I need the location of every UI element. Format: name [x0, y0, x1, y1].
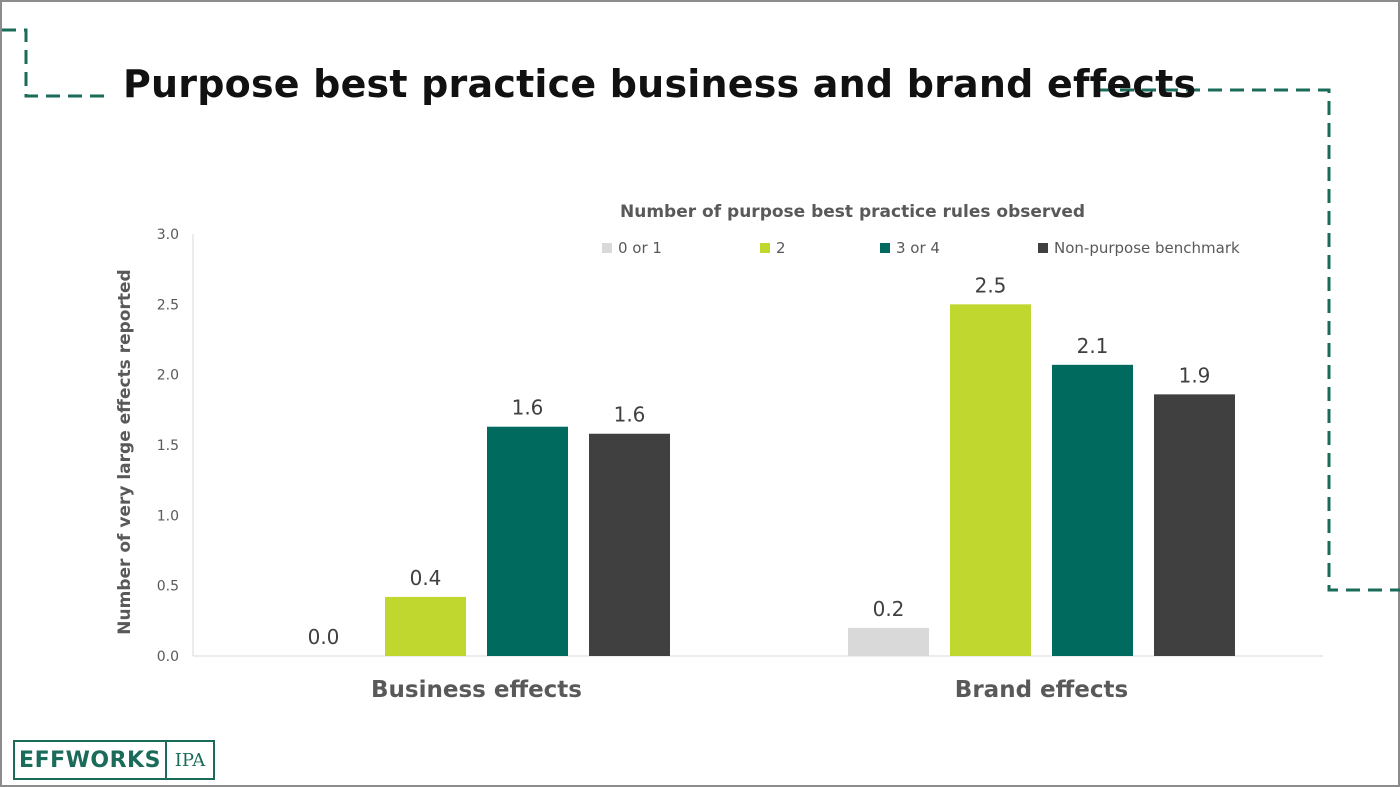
legend-label: 0 or 1: [618, 239, 662, 257]
effworks-ipa-logo: EFFWORKS IPA: [13, 740, 215, 780]
data-label: 0.2: [873, 597, 905, 621]
legend-swatch: [1038, 243, 1048, 253]
bar: [487, 426, 568, 656]
x-category-label: Brand effects: [955, 677, 1128, 703]
legend-item-2: 2: [760, 239, 786, 257]
legend-item-3-or-4: 3 or 4: [880, 239, 940, 257]
legend-label: 2: [776, 239, 786, 257]
y-tick-label: 1.5: [157, 438, 179, 454]
legend-swatch: [880, 243, 890, 253]
x-category-label: Business effects: [371, 677, 582, 703]
legend-swatch: [760, 243, 770, 253]
y-tick-label: 1.0: [157, 508, 179, 524]
data-label: 0.4: [410, 566, 442, 590]
data-label: 1.6: [512, 396, 544, 420]
y-tick-label: 3.0: [157, 227, 179, 243]
bar: [950, 304, 1031, 656]
legend-item-benchmark: Non-purpose benchmark: [1038, 239, 1240, 257]
y-tick-label: 0.5: [157, 579, 179, 595]
data-label: 1.6: [614, 403, 646, 427]
y-tick-label: 0.0: [157, 649, 179, 665]
slide-title: Purpose best practice business and brand…: [123, 62, 1197, 106]
data-label: 1.9: [1179, 363, 1211, 387]
legend-item-0-or-1: 0 or 1: [602, 239, 662, 257]
bar: [1052, 364, 1133, 656]
bar: [385, 596, 466, 656]
bar: [1154, 394, 1235, 656]
legend-title: Number of purpose best practice rules ob…: [620, 202, 1086, 222]
ipa-wordmark: IPA: [174, 749, 206, 771]
y-tick-label: 2.5: [157, 297, 179, 313]
data-label: 2.1: [1077, 334, 1109, 358]
effworks-wordmark: EFFWORKS: [15, 742, 167, 778]
legend-label: Non-purpose benchmark: [1054, 239, 1240, 257]
bar: [589, 433, 670, 656]
data-label: 2.5: [975, 273, 1007, 297]
y-tick-label: 2.0: [157, 368, 179, 384]
legend-label: 3 or 4: [896, 239, 940, 257]
legend-swatch: [602, 243, 612, 253]
data-label: 0.0: [308, 625, 340, 649]
bar: [848, 627, 929, 656]
